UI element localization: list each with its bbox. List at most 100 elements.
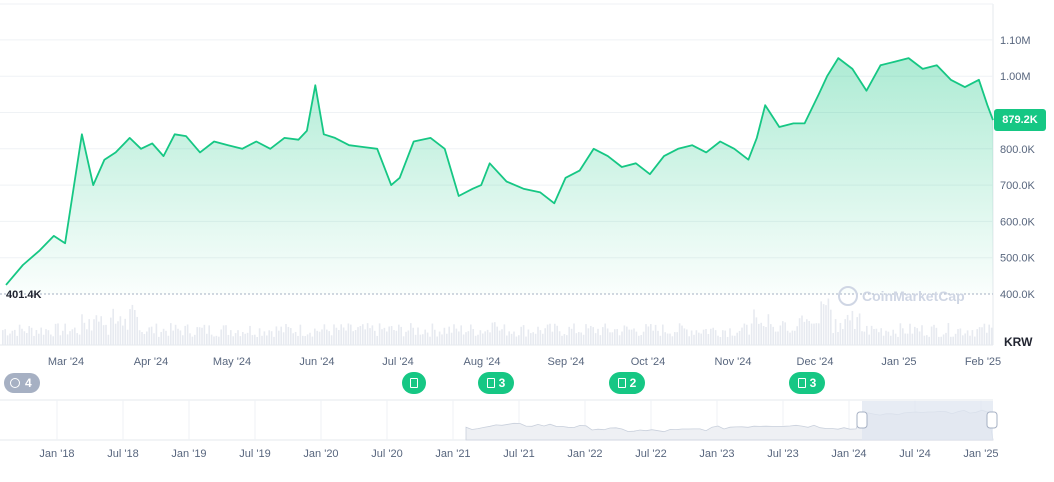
volume-bar [393,329,395,345]
volume-bar [906,333,909,345]
volume-bar [220,329,222,345]
navigator-right-handle[interactable] [986,411,998,429]
volume-bar [256,336,258,345]
volume-bar [693,334,695,345]
volume-bar [770,324,772,345]
volume-bars [2,298,993,345]
volume-bar [232,336,234,345]
volume-bar [808,320,810,345]
volume-bar [549,323,551,345]
volume-bar [638,335,640,345]
volume-bar [736,332,738,345]
y-tick-label: 700.0K [1000,180,1036,192]
volume-bar [347,323,350,345]
volume-bar [681,325,683,345]
volume-bar [938,336,940,345]
volume-bar [642,331,645,345]
volume-bar [494,322,496,345]
volume-bar [669,333,671,345]
volume-bar [887,331,890,345]
volume-bar [371,325,374,345]
volume-bar [640,335,642,345]
volume-bar [676,332,678,345]
volume-bar [556,325,558,345]
volume-bar [102,325,105,345]
event-marker-1[interactable] [402,372,426,394]
volume-bar [434,329,436,345]
history-badge[interactable]: 4 [4,373,40,393]
range-navigator[interactable]: Jan '18 Jul '18 Jan '19 Jul '19 Jan '20 Jul '… [0,399,999,460]
volume-bar [741,327,743,345]
volume-bar [760,322,762,345]
volume-bar [947,323,950,345]
volume-bar [712,327,714,345]
x-tick-label: Oct '24 [631,356,666,368]
volume-bar [722,330,724,345]
volume-bar [878,332,880,345]
volume-bar [618,335,621,345]
volume-bar [542,333,544,345]
volume-bar [892,329,894,345]
volume-bar [729,328,731,345]
event-marker-2[interactable]: 3 [478,372,514,394]
volume-bar [330,335,333,345]
volume-bar [834,319,837,345]
volume-bar [57,323,59,345]
volume-bar [786,330,789,345]
volume-bar [309,332,311,345]
navigator-left-handle[interactable] [856,411,868,429]
watermark-text: CoinMarketCap [862,288,965,304]
navigator-tick-label: Jan '21 [435,448,470,460]
volume-bar [326,329,328,345]
volume-bar [275,326,278,345]
volume-bar [150,326,153,345]
volume-bar [244,333,246,345]
volume-bar [911,333,914,345]
volume-bar [110,317,112,345]
volume-bar [40,327,42,345]
volume-bar [266,335,268,345]
y-tick-label: 400.0K [1000,289,1036,301]
volume-bar [825,305,827,345]
volume-bar [402,336,405,345]
event-marker-4[interactable]: 3 [789,372,825,394]
volume-bar [93,319,95,345]
volume-bar [950,336,952,345]
volume-bar [916,328,918,345]
volume-bar [316,330,318,345]
volume-bar [794,330,796,345]
x-axis: Mar '24 Apr '24 May '24 Jun '24 Jul '24 Aug '… [48,356,1001,368]
volume-bar [436,336,438,345]
price-area-fill [6,58,993,294]
volume-bar [767,314,770,345]
volume-bar [352,331,354,345]
volume-bar [16,335,18,345]
volume-bar [510,333,513,345]
volume-bar [482,333,484,345]
volume-bar [338,330,340,345]
volume-bar [594,333,597,345]
volume-bar [489,332,491,345]
volume-bar [412,327,414,345]
volume-bar [460,325,462,345]
volume-bar [486,329,489,345]
volume-bar [882,335,885,345]
volume-bar [98,321,100,345]
volume-bar [234,333,237,345]
navigator-tick-label: Jan '23 [699,448,734,460]
volume-bar [167,335,170,345]
volume-bar [918,331,921,345]
volume-bar [885,330,887,345]
navigator-tick-label: Jul '18 [107,448,138,460]
volume-bar [95,315,98,345]
volume-bar [210,334,213,345]
volume-bar [441,334,443,345]
volume-bar [50,334,52,345]
volume-bar [474,335,477,345]
volume-bar [328,331,330,345]
volume-bar [479,330,482,345]
volume-bar [26,333,28,345]
event-marker-3[interactable]: 2 [609,372,645,394]
x-tick-label: Sep '24 [548,356,585,368]
